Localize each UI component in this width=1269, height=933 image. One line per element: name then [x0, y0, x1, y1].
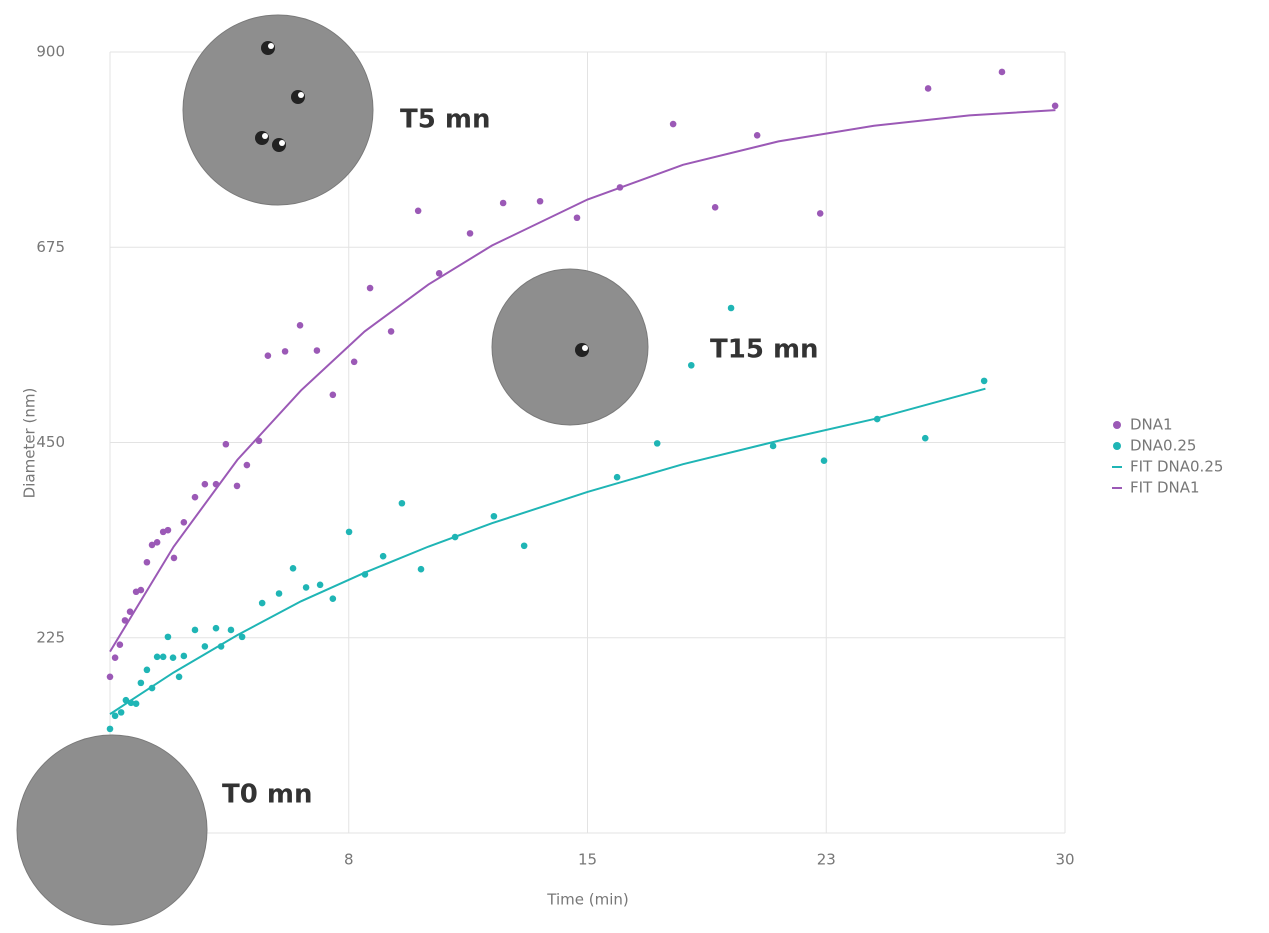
data-point — [138, 680, 145, 687]
data-point — [107, 674, 114, 681]
data-point — [265, 352, 272, 359]
data-point — [133, 700, 140, 707]
data-point — [817, 210, 824, 217]
data-point — [138, 587, 145, 594]
data-point — [467, 230, 474, 237]
microscopy-inset — [492, 269, 648, 425]
data-point — [202, 643, 209, 650]
particle-highlight — [262, 133, 268, 139]
data-point — [154, 654, 161, 661]
data-point — [351, 358, 358, 365]
data-point — [1052, 103, 1059, 110]
y-tick-label: 900 — [36, 43, 65, 61]
data-point — [117, 641, 124, 648]
particle-highlight — [298, 92, 304, 98]
data-point — [107, 726, 114, 733]
data-point — [346, 529, 353, 536]
data-point — [160, 654, 167, 661]
data-point — [654, 440, 661, 447]
data-point — [670, 121, 677, 128]
data-point — [171, 555, 178, 562]
particle-highlight — [582, 345, 588, 351]
data-point — [165, 634, 172, 641]
data-point — [192, 494, 199, 501]
data-point — [144, 559, 151, 566]
particle-highlight — [268, 43, 274, 49]
data-point — [330, 391, 337, 398]
data-point — [388, 328, 395, 335]
data-point — [176, 674, 183, 681]
data-point — [118, 709, 125, 716]
y-tick-label: 675 — [36, 238, 65, 256]
data-point — [228, 627, 235, 634]
data-point — [688, 362, 695, 369]
data-point — [290, 565, 297, 572]
data-point — [282, 348, 289, 355]
annotation: T0 mn — [222, 780, 312, 810]
data-point — [154, 539, 161, 546]
data-point — [181, 519, 188, 526]
x-tick-label: 8 — [344, 851, 354, 869]
data-point — [297, 322, 304, 329]
annotation: T5 mn — [400, 105, 490, 135]
data-point — [399, 500, 406, 507]
legend-label: FIT DNA0.25 — [1130, 458, 1223, 476]
y-tick-label: 225 — [36, 628, 65, 646]
microscopy-inset — [183, 15, 373, 205]
fit-line — [110, 389, 985, 714]
data-point — [491, 513, 498, 520]
data-point — [213, 625, 220, 632]
legend-label: FIT DNA1 — [1130, 479, 1200, 497]
data-point — [330, 595, 337, 602]
data-point — [259, 600, 266, 607]
data-point — [712, 204, 719, 211]
legend-label: DNA1 — [1130, 416, 1173, 434]
data-point — [165, 527, 172, 534]
x-tick-label: 30 — [1055, 851, 1074, 869]
microscopy-inset — [17, 735, 207, 925]
data-point — [500, 200, 507, 207]
data-point — [234, 483, 241, 490]
data-point — [521, 542, 528, 549]
legend-marker — [1113, 442, 1121, 450]
data-point — [728, 305, 735, 312]
data-point — [276, 590, 283, 597]
data-point — [380, 553, 387, 560]
data-point — [537, 198, 544, 205]
data-point — [418, 566, 425, 573]
data-point — [925, 85, 932, 92]
annotation: T15 mn — [710, 335, 819, 365]
data-point — [367, 285, 374, 292]
data-point — [170, 654, 177, 661]
data-point — [922, 435, 929, 442]
y-tick-label: 450 — [36, 433, 65, 451]
data-point — [821, 457, 828, 464]
x-tick-label: 23 — [817, 851, 836, 869]
data-point — [303, 584, 310, 591]
data-point — [981, 378, 988, 385]
particle-highlight — [279, 140, 285, 146]
data-point — [202, 481, 209, 488]
data-point — [754, 132, 761, 139]
data-point — [144, 667, 151, 674]
x-tick-label: 15 — [578, 851, 597, 869]
data-point — [614, 474, 621, 481]
legend-marker — [1113, 421, 1121, 429]
chart: Diameter (nm) Time (min) 225450675900815… — [0, 0, 1269, 929]
legend-label: DNA0.25 — [1130, 437, 1196, 455]
data-point — [314, 347, 321, 354]
x-axis-label: Time (min) — [546, 891, 628, 909]
data-point — [181, 653, 188, 660]
data-point — [223, 441, 230, 448]
data-point — [112, 713, 119, 720]
data-point — [574, 214, 581, 221]
data-point — [192, 627, 199, 634]
data-point — [999, 69, 1006, 76]
data-point — [112, 654, 119, 661]
data-point — [317, 582, 324, 589]
data-point — [244, 462, 251, 469]
data-point — [415, 208, 422, 215]
